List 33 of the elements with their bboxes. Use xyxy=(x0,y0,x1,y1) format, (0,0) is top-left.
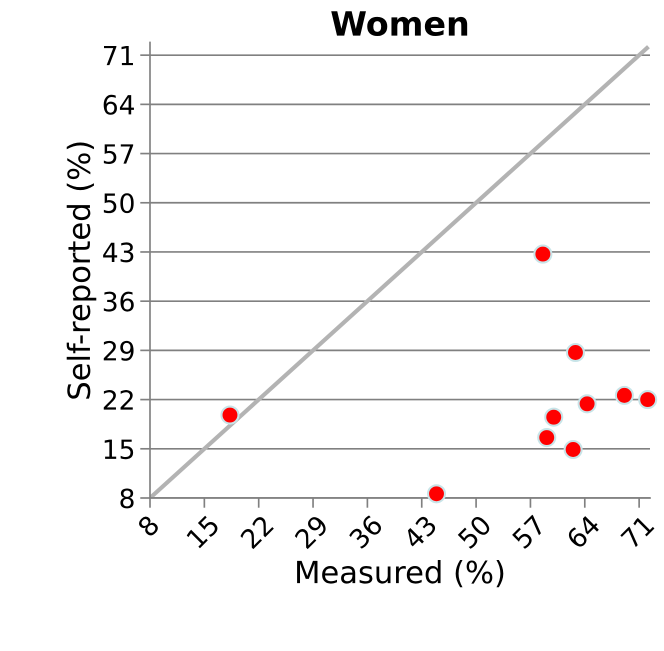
point xyxy=(578,394,597,414)
x-tick-label: 43 xyxy=(402,514,438,550)
y-tick-label: 71 xyxy=(104,46,133,66)
x-axis-title: Measured (%) xyxy=(297,560,504,588)
chart-title: Women xyxy=(331,11,468,36)
point xyxy=(566,342,586,362)
y-tick-label: 50 xyxy=(104,193,134,214)
point xyxy=(533,244,552,264)
point xyxy=(544,408,564,427)
x-tick-label: 22 xyxy=(239,514,274,550)
point xyxy=(564,440,583,460)
y-tick-label: 43 xyxy=(103,242,134,262)
point xyxy=(537,428,556,448)
y-tick-label: 57 xyxy=(104,144,134,164)
x-tick-label: 29 xyxy=(294,514,330,550)
x-tick-label: 64 xyxy=(566,514,602,550)
x-tick-label: 57 xyxy=(512,514,546,550)
x-tick-label: 36 xyxy=(348,514,384,550)
point xyxy=(220,406,240,425)
y-tick-label: 8 xyxy=(120,488,134,508)
x-tick-label: 50 xyxy=(456,514,492,550)
y-axis-title: Self-reported (%) xyxy=(66,142,96,399)
y-tick-label: 36 xyxy=(104,292,134,312)
point xyxy=(614,386,634,405)
y-tick-label: 22 xyxy=(104,390,133,410)
y-tick-label: 29 xyxy=(104,340,134,361)
x-tick-label: 8 xyxy=(136,514,160,538)
point xyxy=(426,484,446,504)
y-tick-label: 15 xyxy=(104,440,134,460)
x-tick-label: 15 xyxy=(186,514,220,549)
y-tick-label: 64 xyxy=(104,94,134,115)
x-tick-label: 71 xyxy=(620,514,654,549)
point xyxy=(638,390,658,410)
